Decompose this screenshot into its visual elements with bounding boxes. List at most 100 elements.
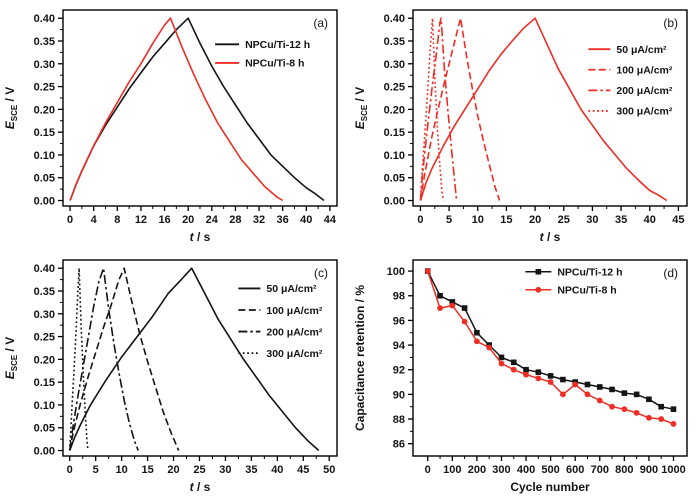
svg-text:ESCE / V: ESCE / V xyxy=(353,87,369,129)
svg-text:35: 35 xyxy=(245,464,257,476)
svg-text:0.40: 0.40 xyxy=(34,13,55,25)
svg-text:0.30: 0.30 xyxy=(34,309,55,321)
chart-panel-a-charge-discharge-samples: 0 4 8 12 16 20 24 28 32 36 40 44 0.00 0.05 0.10 0.15 0.2… xyxy=(3,9,338,244)
svg-text:1000: 1000 xyxy=(661,464,685,476)
svg-text:5: 5 xyxy=(93,464,99,476)
svg-text:0.30: 0.30 xyxy=(34,59,55,71)
svg-text:30: 30 xyxy=(219,464,231,476)
svg-text:4: 4 xyxy=(91,214,98,226)
svg-text:45: 45 xyxy=(672,214,684,226)
svg-text:0.15: 0.15 xyxy=(34,127,55,139)
svg-text:(c): (c) xyxy=(314,266,328,280)
svg-text:16: 16 xyxy=(158,214,170,226)
svg-text:900: 900 xyxy=(640,464,658,476)
chart-panel-b-current-densities-npcu-ti-8h: 0 5 10 15 20 25 30 35 40 45 0.00 0.05 0.10 0.15 0.20 0.… xyxy=(353,9,688,244)
svg-text:NPCu/Ti-8 h: NPCu/Ti-8 h xyxy=(245,58,304,70)
svg-text:20: 20 xyxy=(529,214,541,226)
svg-text:100 μA/cm²: 100 μA/cm² xyxy=(616,65,673,77)
svg-text:NPCu/Ti-12 h: NPCu/Ti-12 h xyxy=(245,39,310,51)
svg-text:92: 92 xyxy=(393,365,405,377)
svg-text:12: 12 xyxy=(135,214,147,226)
svg-text:86: 86 xyxy=(393,439,405,451)
svg-text:0.30: 0.30 xyxy=(384,59,405,71)
svg-text:0.10: 0.10 xyxy=(34,150,55,162)
svg-text:(b): (b) xyxy=(663,16,678,30)
svg-text:25: 25 xyxy=(558,214,570,226)
svg-text:0: 0 xyxy=(67,214,73,226)
svg-text:400: 400 xyxy=(517,464,535,476)
svg-text:Cycle number: Cycle number xyxy=(510,480,590,494)
svg-text:0.15: 0.15 xyxy=(384,127,405,139)
svg-text:0.35: 0.35 xyxy=(34,286,55,298)
chart-panel-d-capacitance-retention: 0 100 200 300 400 500 600 700 800 900 1000 86 88 90 92… xyxy=(353,259,688,494)
svg-text:36: 36 xyxy=(277,214,289,226)
svg-text:300 μA/cm²: 300 μA/cm² xyxy=(266,348,323,360)
svg-text:0.05: 0.05 xyxy=(34,423,55,435)
svg-text:5: 5 xyxy=(446,214,452,226)
svg-text:300: 300 xyxy=(492,464,510,476)
svg-text:10: 10 xyxy=(116,464,128,476)
svg-text:0.10: 0.10 xyxy=(384,150,405,162)
svg-text:20: 20 xyxy=(182,214,194,226)
svg-text:0.40: 0.40 xyxy=(34,263,55,275)
svg-text:200 μA/cm²: 200 μA/cm² xyxy=(616,85,673,97)
svg-text:10: 10 xyxy=(472,214,484,226)
svg-text:200: 200 xyxy=(468,464,486,476)
svg-text:0.25: 0.25 xyxy=(384,82,405,94)
svg-text:0.20: 0.20 xyxy=(384,104,405,116)
svg-text:40: 40 xyxy=(644,214,656,226)
svg-text:88: 88 xyxy=(393,414,405,426)
svg-text:0: 0 xyxy=(425,464,431,476)
svg-text:800: 800 xyxy=(615,464,633,476)
svg-text:(a): (a) xyxy=(313,16,328,30)
svg-text:30: 30 xyxy=(586,214,598,226)
svg-text:50 μA/cm²: 50 μA/cm² xyxy=(616,44,667,56)
svg-text:0.25: 0.25 xyxy=(34,332,55,344)
svg-text:300 μA/cm²: 300 μA/cm² xyxy=(616,106,673,118)
svg-text:0.20: 0.20 xyxy=(34,354,55,366)
svg-text:50 μA/cm²: 50 μA/cm² xyxy=(266,283,317,295)
svg-text:100 μA/cm²: 100 μA/cm² xyxy=(266,305,323,317)
svg-text:15: 15 xyxy=(500,214,512,226)
svg-text:98: 98 xyxy=(393,291,405,303)
svg-text:44: 44 xyxy=(324,214,337,226)
svg-text:0.35: 0.35 xyxy=(34,36,55,48)
svg-text:Capacitance retention / %: Capacitance retention / % xyxy=(353,285,367,431)
svg-text:20: 20 xyxy=(167,464,179,476)
svg-text:94: 94 xyxy=(393,340,406,352)
svg-text:t / s: t / s xyxy=(540,230,561,244)
svg-text:600: 600 xyxy=(566,464,584,476)
svg-text:32: 32 xyxy=(253,214,265,226)
svg-text:0.05: 0.05 xyxy=(384,173,405,185)
svg-text:90: 90 xyxy=(393,389,405,401)
svg-text:NPCu/Ti-8 h: NPCu/Ti-8 h xyxy=(557,285,616,297)
svg-text:100: 100 xyxy=(443,464,461,476)
chart-panel-c-current-densities-npcu-ti-12h: 0 5 10 15 20 25 30 35 40 45 50 0.00 0.05 0.10 0.15 0.20… xyxy=(3,259,338,494)
svg-text:0.10: 0.10 xyxy=(34,400,55,412)
svg-text:96: 96 xyxy=(393,315,405,327)
svg-text:(d): (d) xyxy=(663,266,678,280)
svg-text:45: 45 xyxy=(297,464,309,476)
svg-text:40: 40 xyxy=(300,214,312,226)
svg-text:0.25: 0.25 xyxy=(34,82,55,94)
svg-text:t / s: t / s xyxy=(190,480,211,494)
svg-text:0.15: 0.15 xyxy=(34,377,55,389)
svg-text:0.40: 0.40 xyxy=(384,13,405,25)
svg-text:28: 28 xyxy=(229,214,241,226)
svg-text:200 μA/cm²: 200 μA/cm² xyxy=(266,326,323,338)
svg-text:8: 8 xyxy=(114,214,120,226)
svg-text:25: 25 xyxy=(193,464,205,476)
svg-text:NPCu/Ti-12 h: NPCu/Ti-12 h xyxy=(557,267,622,279)
svg-text:100: 100 xyxy=(387,266,405,278)
svg-text:0.00: 0.00 xyxy=(34,196,55,208)
svg-text:ESCE / V: ESCE / V xyxy=(3,337,19,379)
svg-text:40: 40 xyxy=(271,464,283,476)
svg-text:t / s: t / s xyxy=(190,230,211,244)
svg-text:0.00: 0.00 xyxy=(384,196,405,208)
svg-text:0.20: 0.20 xyxy=(34,104,55,116)
svg-text:35: 35 xyxy=(615,214,627,226)
svg-text:24: 24 xyxy=(206,214,219,226)
svg-text:0.00: 0.00 xyxy=(34,446,55,458)
svg-text:700: 700 xyxy=(591,464,609,476)
